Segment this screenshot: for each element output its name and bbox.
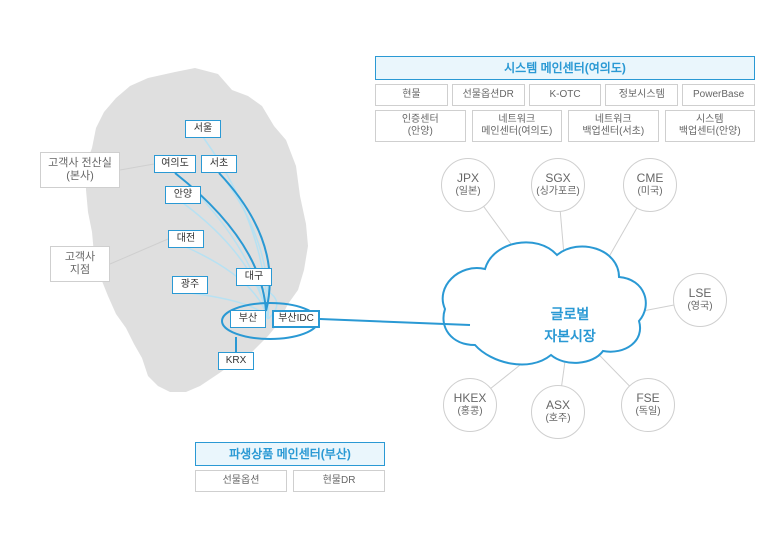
exchange-sgx: SGX(싱가포르) [531, 158, 585, 212]
top-row2-1: 네트워크메인센터(여의도) [472, 110, 563, 142]
city-busan_idc: 부산IDC [272, 310, 320, 328]
city-daejeon: 대전 [168, 230, 204, 248]
cloud-label: 글로벌자본시장 [530, 305, 610, 345]
city-yeouido: 여의도 [154, 155, 196, 173]
exchange-fse: FSE(독일) [621, 378, 675, 432]
bottom-box-0: 선물옵션 [195, 470, 287, 492]
exchange-asx: ASX(호주) [531, 385, 585, 439]
city-gwangju: 광주 [172, 276, 208, 294]
exchange-jpx: JPX(일본) [441, 158, 495, 212]
system-main-center-title: 시스템 메인센터(여의도) [375, 56, 755, 80]
customer-hq-box: 고객사 전산실 (본사) [40, 152, 120, 188]
top-row1-4: PowerBase [682, 84, 755, 106]
city-daegu: 대구 [236, 268, 272, 286]
top-row1-2: K-OTC [529, 84, 602, 106]
city-busan: 부산 [230, 310, 266, 328]
top-row2-3: 시스템백업센터(안양) [665, 110, 756, 142]
deriv-main-center-title: 파생상품 메인센터(부산) [195, 442, 385, 466]
top-row2-0: 인증센터(안양) [375, 110, 466, 142]
exchange-hkex: HKEX(홍콩) [443, 378, 497, 432]
customer-branch-box: 고객사 지점 [50, 246, 110, 282]
city-krx: KRX [218, 352, 254, 370]
city-anyang: 안양 [165, 186, 201, 204]
city-seocho: 서초 [201, 155, 237, 173]
top-row2-2: 네트워크백업센터(서초) [568, 110, 659, 142]
exchange-cme: CME(미국) [623, 158, 677, 212]
top-row1-1: 선물옵션DR [452, 84, 525, 106]
city-seoul: 서울 [185, 120, 221, 138]
top-row1-3: 정보시스템 [605, 84, 678, 106]
exchange-lse: LSE(영국) [673, 273, 727, 327]
top-row1-0: 현물 [375, 84, 448, 106]
bottom-box-1: 현물DR [293, 470, 385, 492]
